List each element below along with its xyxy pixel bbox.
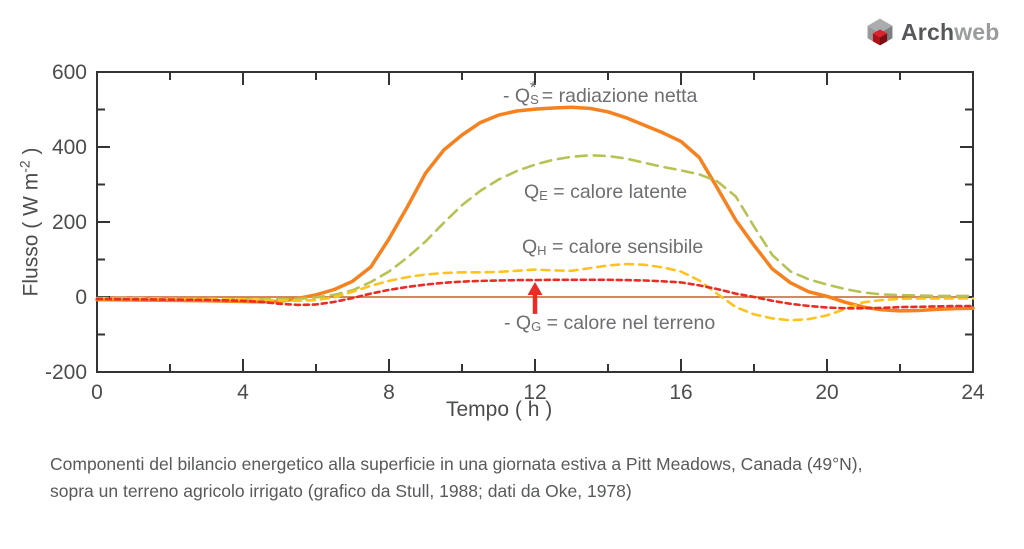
- y-axis-title-text: Flusso ( W m: [19, 172, 43, 297]
- annotation-arrow-head: [527, 282, 543, 295]
- y-tick-label: 600: [52, 61, 87, 84]
- label-net-radiation-q: - Q: [503, 85, 531, 107]
- curve-ground-heat: [95, 278, 975, 310]
- label-latent-heat-sub: E: [539, 188, 548, 203]
- x-axis-title: Tempo ( h ): [446, 398, 553, 421]
- curve-sensible-heat: [95, 262, 975, 322]
- label-ground-heat-q: - Q: [504, 312, 532, 334]
- label-net-radiation-text: = radiazione netta: [536, 85, 698, 107]
- caption-line-2: sopra un terreno agricolo irrigato (graf…: [50, 481, 632, 501]
- logo-text-web: web: [954, 18, 1000, 45]
- label-sensible-heat-sub: H: [537, 243, 547, 258]
- x-tick-label: 20: [815, 381, 838, 404]
- archweb-wordmark: Archweb: [901, 19, 1000, 46]
- archweb-logo: Archweb: [864, 16, 1000, 48]
- y-tick-label: -200: [45, 361, 87, 384]
- label-net-radiation-sup: *: [529, 78, 537, 97]
- x-tick-label: 12: [523, 381, 546, 404]
- y-tick-label: 200: [52, 211, 87, 234]
- label-sensible-heat-q: Q: [522, 236, 538, 258]
- x-tick-label: 24: [961, 381, 985, 404]
- label-sensible-heat-text: = calore sensibile: [546, 236, 704, 258]
- y-axis-title-suffix: ): [19, 147, 43, 161]
- curve-latent-heat: [95, 154, 975, 301]
- label-sensible-heat: QH = calore sensibile: [522, 236, 703, 259]
- label-latent-heat-text: = calore latente: [547, 181, 688, 203]
- x-tick-label: 8: [383, 381, 395, 404]
- logo-text-arch: Arch: [901, 18, 955, 45]
- label-latent-heat-q: Q: [524, 181, 540, 203]
- label-net-radiation-sub: S: [530, 92, 539, 107]
- x-tick-label: 0: [91, 381, 103, 404]
- label-ground-heat-text: = calore nel terreno: [541, 312, 716, 334]
- archweb-cube-icon: [867, 18, 893, 46]
- label-ground-heat: - QG = calore nel terreno: [504, 312, 715, 335]
- y-tick-label: 400: [52, 136, 87, 159]
- y-axis-title: Flusso ( W m-2 ): [17, 148, 44, 297]
- x-tick-label: 16: [669, 381, 692, 404]
- label-ground-heat-sub: G: [531, 319, 542, 334]
- label-latent-heat: QE = calore latente: [524, 181, 687, 204]
- x-tick-label: 4: [237, 381, 249, 404]
- y-axis-title-exponent: -2: [16, 160, 33, 173]
- caption-line-1: Componenti del bilancio energetico alla …: [50, 454, 863, 474]
- y-tick-label: 0: [75, 286, 87, 309]
- figure-caption: Componenti del bilancio energetico alla …: [50, 451, 862, 505]
- label-net-radiation: - QS* = radiazione netta: [503, 78, 698, 108]
